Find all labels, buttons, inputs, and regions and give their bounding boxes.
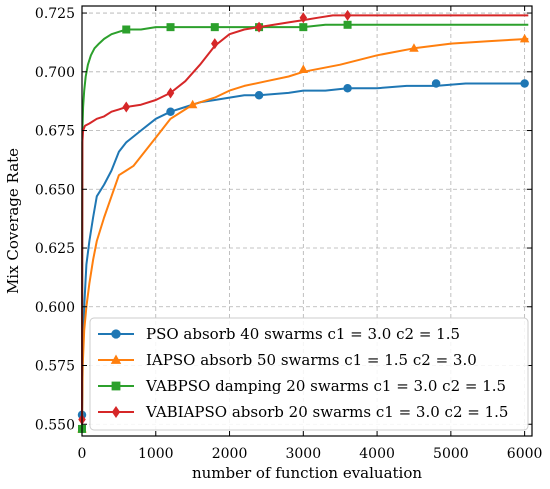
y-tick-label: 0.675 (35, 124, 75, 140)
series-4 (78, 9, 529, 426)
data-point (409, 43, 419, 52)
data-point (519, 33, 530, 43)
y-tick-label: 0.550 (35, 417, 75, 433)
x-axis-label: number of function evaluation (192, 464, 422, 482)
legend-item: IAPSO absorb 50 swarms c1 = 1.5 c2 = 3.0 (98, 351, 477, 369)
data-point (431, 79, 441, 88)
legend-label: IAPSO absorb 50 swarms c1 = 1.5 c2 = 3.0 (146, 351, 477, 369)
legend-marker (111, 381, 121, 391)
x-tick-label: 6000 (507, 446, 543, 462)
data-point (255, 21, 263, 33)
data-point (343, 20, 352, 29)
x-tick-label: 1000 (138, 446, 174, 462)
series-layer (77, 9, 530, 433)
x-tick-label: 0 (78, 446, 87, 462)
data-point (520, 79, 529, 88)
y-tick-label: 0.700 (35, 65, 75, 81)
data-point (122, 25, 131, 34)
legend-label: PSO absorb 40 swarms c1 = 3.0 c2 = 1.5 (146, 325, 460, 343)
plot-area-frame (81, 5, 533, 437)
data-point (166, 23, 175, 32)
x-tick-label: 5000 (433, 446, 469, 462)
series-line (81, 37, 529, 430)
y-tick-label: 0.650 (35, 182, 75, 198)
y-tick-label: 0.625 (35, 241, 75, 257)
data-point (211, 38, 219, 50)
legend-box (89, 317, 529, 431)
legend-item: VABIAPSO absorb 20 swarms c1 = 3.0 c2 = … (98, 403, 508, 421)
data-point (343, 83, 352, 93)
x-tick-label: 2000 (212, 446, 248, 462)
data-point (298, 64, 309, 73)
legend-marker (111, 405, 121, 419)
data-point (254, 91, 264, 100)
series-line (81, 23, 529, 430)
data-point (187, 99, 198, 109)
legend-marker (110, 354, 122, 364)
y-axis-label: Mix Coverage Rate (4, 148, 22, 294)
series-line (81, 14, 529, 420)
data-point (122, 101, 131, 113)
legend-label: VABPSO damping 20 swarms c1 = 3.0 c2 = 1… (145, 377, 506, 395)
legend-label: VABIAPSO absorb 20 swarms c1 = 3.0 c2 = … (145, 403, 508, 421)
y-tick-label: 0.575 (35, 359, 75, 375)
legend: PSO absorb 40 swarms c1 = 3.0 c2 = 1.5 IA… (89, 317, 529, 431)
x-tick-label: 4000 (359, 446, 395, 462)
data-point (343, 9, 352, 21)
x-tick-label: 3000 (285, 446, 321, 462)
y-tick-label: 0.725 (35, 6, 75, 22)
y-tick-label: 0.600 (35, 300, 75, 316)
data-point (299, 12, 308, 24)
legend-marker (111, 329, 121, 339)
legend-item: PSO absorb 40 swarms c1 = 3.0 c2 = 1.5 (98, 325, 460, 343)
data-point (210, 23, 219, 32)
axis-ticks: 0 1000 2000 3000 4000 5000 6000 0.550 0.575 0.600… (35, 6, 543, 462)
legend-item: VABPSO damping 20 swarms c1 = 3.0 c2 = 1… (98, 377, 506, 395)
data-point (166, 107, 175, 116)
data-point (299, 23, 308, 32)
data-point (166, 87, 175, 99)
